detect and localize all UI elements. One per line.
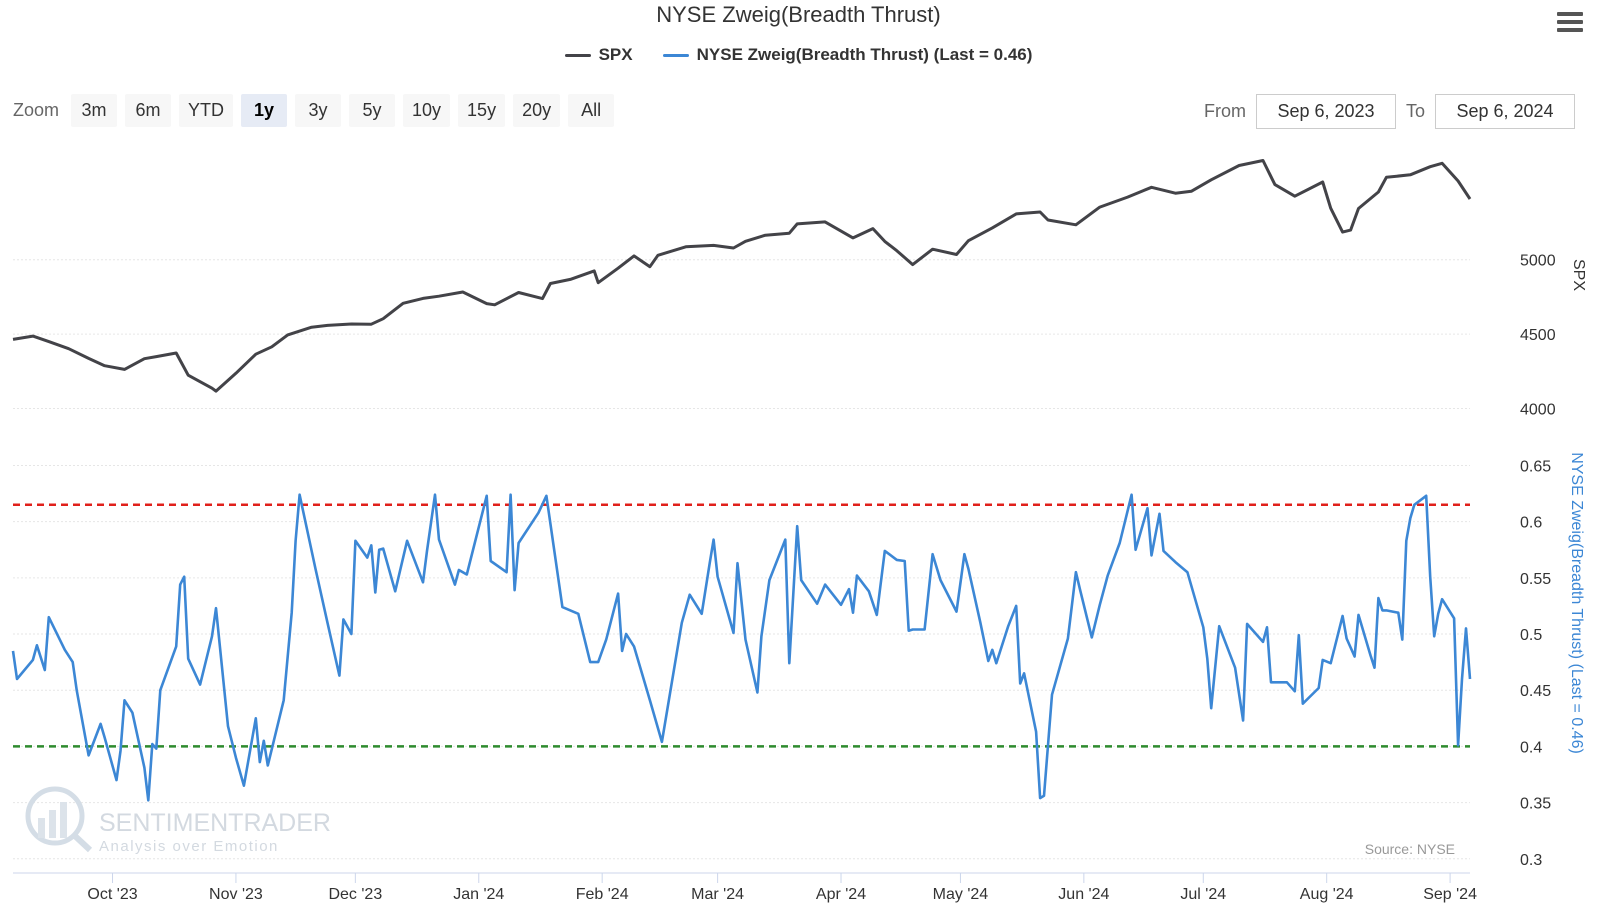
legend-label-zweig: NYSE Zweig(Breadth Thrust) (Last = 0.46) xyxy=(696,45,1033,64)
watermark-tagline: Analysis over Emotion xyxy=(99,838,279,855)
y-tick-label: 0.45 xyxy=(1520,683,1551,700)
range-from-input[interactable] xyxy=(1256,94,1396,129)
legend-label-spx: SPX xyxy=(598,45,633,64)
hamburger-icon[interactable] xyxy=(1557,12,1583,36)
magnifier-handle xyxy=(72,833,93,853)
reference-lines xyxy=(13,503,1470,748)
y-tick-label: 4500 xyxy=(1520,327,1556,344)
legend: SPX NYSE Zweig(Breadth Thrust) (Last = 0… xyxy=(0,45,1597,65)
y-tick-label: 0.5 xyxy=(1520,627,1542,644)
y-tick-label: 0.35 xyxy=(1520,796,1551,813)
watermark-bar-2 xyxy=(49,810,56,838)
chart-title: NYSE Zweig(Breadth Thrust) xyxy=(656,2,941,27)
zoom-button-15y[interactable]: 15y xyxy=(458,94,506,127)
x-tick-label: Feb '24 xyxy=(576,886,629,903)
zoom-bar: Zoom 3m 6m YTD 1y 3y 5y 10y 15y 20y All xyxy=(13,94,615,127)
zoom-button-3y[interactable]: 3y xyxy=(295,94,342,127)
date-range: From To xyxy=(1204,94,1576,129)
legend-item-spx[interactable]: SPX xyxy=(564,45,633,65)
range-to-label: To xyxy=(1406,101,1426,121)
zoom-label: Zoom xyxy=(13,100,60,120)
x-tick-label: Jul '24 xyxy=(1180,886,1226,903)
axes: 4000 4500 5000 0.3 0.35 0.4 0.45 0.5 0.55 0.6 0.65… xyxy=(13,253,1587,903)
x-tick-label: May '24 xyxy=(933,886,989,903)
y-axis-title: NYSE Zweig(Breadth Thrust) (Last = 0.46) xyxy=(1568,452,1585,754)
y-tick-label: 0.65 xyxy=(1520,458,1551,475)
x-tick-label: Aug '24 xyxy=(1300,886,1354,903)
y-tick-label: 0.3 xyxy=(1520,852,1542,869)
zoom-button-all[interactable]: All xyxy=(568,94,615,127)
legend-swatch-zweig xyxy=(662,53,689,57)
zoom-button-5y[interactable]: 5y xyxy=(349,94,396,127)
series-group xyxy=(11,159,1472,802)
x-tick-label: Jun '24 xyxy=(1058,886,1109,903)
y-tick-label: 0.6 xyxy=(1520,515,1542,532)
x-tick-label: Jan '24 xyxy=(453,886,504,903)
range-from-label: From xyxy=(1204,101,1246,121)
legend-swatch-spx xyxy=(564,53,591,57)
grid-lines xyxy=(13,259,1470,860)
watermark-brand: SENTIMENTRADER xyxy=(99,809,331,837)
zoom-button-3m[interactable]: 3m xyxy=(71,94,118,127)
x-tick-label: Sep '24 xyxy=(1423,886,1477,903)
source-credit: Source: NYSE xyxy=(1365,841,1455,857)
watermark-bar-1 xyxy=(38,818,45,838)
y-tick-label: 0.4 xyxy=(1520,739,1542,756)
x-tick-label: Apr '24 xyxy=(816,886,866,903)
zoom-button-ytd[interactable]: YTD xyxy=(179,94,234,127)
range-to-input[interactable] xyxy=(1435,94,1576,129)
spx-line xyxy=(12,159,1472,393)
legend-item-zweig[interactable]: NYSE Zweig(Breadth Thrust) (Last = 0.46) xyxy=(662,45,1033,65)
magnifier-icon xyxy=(25,786,85,846)
zoom-button-1y[interactable]: 1y xyxy=(241,94,288,127)
x-tick-label: Nov '23 xyxy=(209,886,263,903)
y-axis-title: SPX xyxy=(1570,259,1587,291)
zoom-button-10y[interactable]: 10y xyxy=(403,94,451,127)
watermark-bar-3 xyxy=(60,802,67,838)
zweig-line xyxy=(11,493,1472,802)
y-tick-label: 0.55 xyxy=(1520,571,1551,588)
zoom-button-20y[interactable]: 20y xyxy=(513,94,561,127)
x-tick-label: Oct '23 xyxy=(87,886,137,903)
y-tick-label: 4000 xyxy=(1520,402,1556,419)
x-tick-label: Dec '23 xyxy=(328,886,382,903)
y-tick-label: 5000 xyxy=(1520,253,1556,270)
zoom-button-6m[interactable]: 6m xyxy=(125,94,172,127)
x-tick-label: Mar '24 xyxy=(691,886,744,903)
watermark: SENTIMENTRADER Analysis over Emotion xyxy=(25,786,331,855)
